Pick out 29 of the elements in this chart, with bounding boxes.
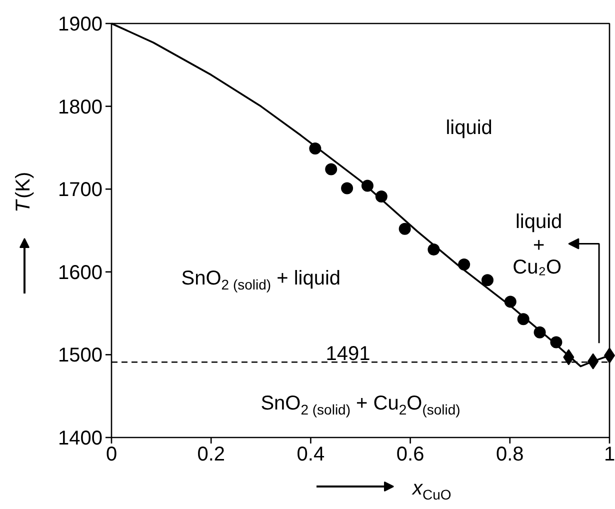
x-tick-label: 0 — [106, 444, 118, 466]
x-tick-label: 1 — [604, 444, 615, 466]
point — [481, 274, 494, 286]
x-tick-label: 0.6 — [396, 444, 424, 466]
point — [428, 244, 440, 256]
y-tick-label: 1600 — [58, 262, 103, 284]
x-tick-label: 0.2 — [197, 444, 226, 466]
point — [398, 222, 411, 235]
annotation: liquid + Cu₂O — [512, 210, 562, 278]
y-axis-title: T(K) — [12, 172, 34, 212]
point — [458, 258, 470, 270]
point — [534, 326, 546, 338]
point — [517, 313, 530, 326]
annotation: liquid — [446, 116, 492, 139]
point — [309, 142, 322, 155]
y-tick-label: 1400 — [58, 428, 103, 450]
x-tick-label: 0.4 — [296, 444, 325, 466]
point — [361, 180, 374, 192]
point — [550, 336, 562, 348]
point — [375, 190, 388, 203]
point — [325, 163, 338, 176]
x-tick-label: 0.8 — [496, 444, 524, 466]
y-tick-label: 1500 — [58, 344, 103, 367]
point — [341, 182, 354, 194]
y-tick-label: 1700 — [58, 179, 103, 202]
ref-line-label: 1491 — [326, 343, 370, 366]
point — [504, 296, 516, 308]
y-tick-label: 1800 — [58, 96, 103, 118]
y-tick-label: 1900 — [58, 14, 103, 36]
